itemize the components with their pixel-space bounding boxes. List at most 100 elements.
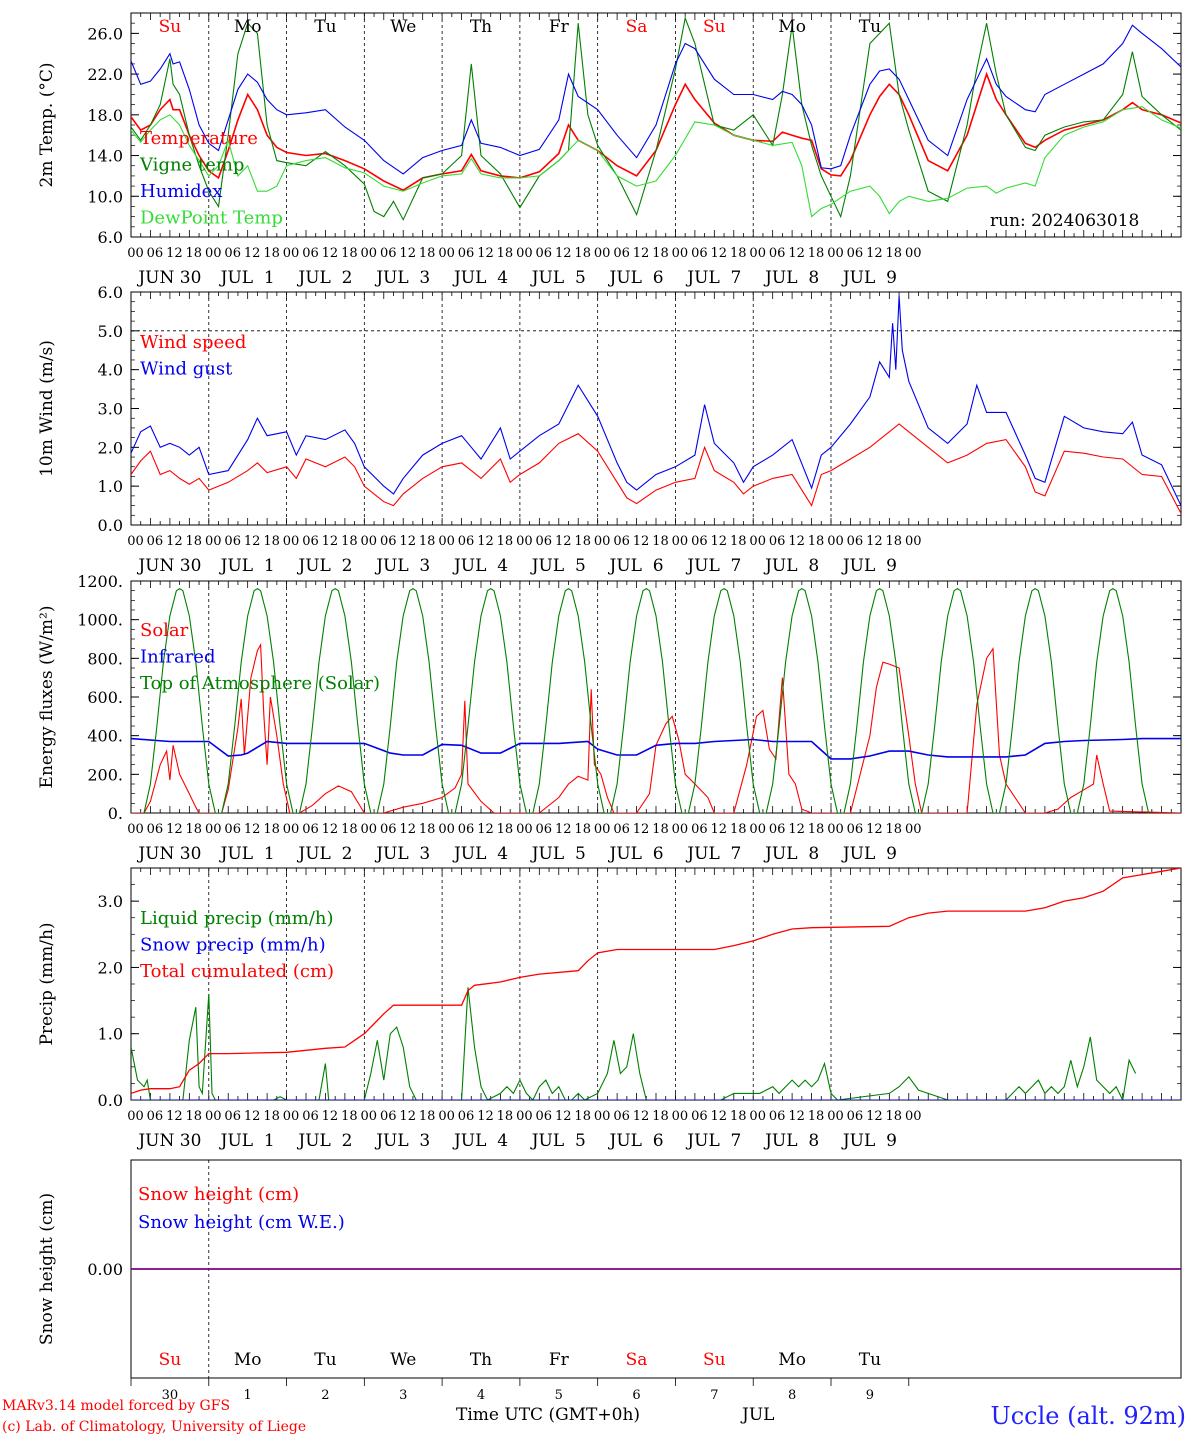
hour-tick-label: 18	[497, 534, 514, 549]
hour-tick-label: 00	[283, 246, 300, 261]
panel-3: 0. 200. 400. 600. 800. 1000. 1200. Energy fluxe…	[37, 572, 1182, 864]
hour-tick-label: 12	[788, 822, 805, 837]
hour-tick-label: 12	[788, 1109, 805, 1124]
y-tick-label: 0.0	[98, 1091, 123, 1110]
legend-entry: Solar	[140, 620, 189, 641]
hour-tick-label: 00	[438, 822, 455, 837]
hour-tick-label: 18	[341, 822, 358, 837]
hour-tick-label: 18	[186, 1109, 203, 1124]
hour-tick-label: 12	[866, 822, 883, 837]
hour-tick-label: 12	[866, 1109, 883, 1124]
hour-tick-label: 12	[322, 1109, 339, 1124]
hour-tick-label: 06	[536, 246, 553, 261]
date-label: JUL 8	[763, 1131, 819, 1151]
hour-tick-label: 00	[827, 1109, 844, 1124]
hour-tick-label: 06	[613, 246, 630, 261]
legend-entry: Total cumulated (cm)	[140, 961, 334, 982]
legend-entry: Top of Atmosphere (Solar)	[140, 673, 380, 694]
hour-tick-label: 00	[438, 534, 455, 549]
hour-tick-label: 06	[302, 822, 319, 837]
hour-tick-label: 18	[886, 822, 903, 837]
hour-tick-label: 06	[847, 246, 864, 261]
hour-tick-label: 00	[672, 534, 689, 549]
date-label: JUL 7	[685, 844, 741, 864]
model-credit: MARv3.14 model forced by GFS	[2, 1398, 231, 1414]
hour-tick-label: 06	[380, 822, 397, 837]
hour-tick-label: 12	[244, 534, 261, 549]
hour-tick-label: 06	[224, 534, 241, 549]
date-label: JUL 9	[841, 844, 897, 864]
hour-tick-label: 00	[516, 246, 533, 261]
hour-tick-label: 06	[302, 534, 319, 549]
hour-tick-label: 12	[866, 246, 883, 261]
day-number-label: 9	[866, 1388, 874, 1403]
hour-tick-label: 18	[574, 822, 591, 837]
date-label: JUL 5	[530, 1131, 586, 1151]
hour-tick-label: 18	[341, 1109, 358, 1124]
plot-frame	[130, 867, 1182, 1101]
hour-tick-label: 06	[769, 246, 786, 261]
hour-tick-label: 06	[847, 534, 864, 549]
y-tick-label: 1.0	[98, 1025, 123, 1044]
day-number-label: 5	[555, 1388, 563, 1403]
y-tick-label: 2.0	[98, 438, 123, 457]
y-tick-label: 26.0	[87, 24, 123, 43]
weekday-label: Mo	[234, 17, 262, 37]
hour-tick-label: 06	[147, 534, 164, 549]
hour-tick-label: 12	[322, 534, 339, 549]
hour-tick-label: 00	[361, 822, 378, 837]
hour-tick-label: 06	[769, 1109, 786, 1124]
hour-tick-label: 12	[244, 246, 261, 261]
day-number-label: 6	[632, 1388, 640, 1403]
hour-tick-label: 00	[749, 534, 766, 549]
series-line	[131, 24, 1181, 175]
y-tick-label: 22.0	[87, 65, 123, 84]
hour-tick-label: 00	[361, 246, 378, 261]
panel-4: 0.0 1.0 2.0 3.0 Precip (mm/h) Liquid precip (…	[37, 867, 1182, 1151]
legend-entry: Snow height (cm)	[138, 1184, 299, 1205]
y-tick-label: 14.0	[87, 147, 123, 166]
y-tick-label: 200.	[87, 765, 123, 784]
series-line	[131, 987, 1137, 1100]
date-label: JUL 7	[685, 556, 741, 576]
y-axis-label: Snow height (cm)	[37, 1193, 57, 1345]
series-line	[131, 642, 1181, 813]
day-number-label: 7	[710, 1388, 718, 1403]
hour-tick-label: 12	[711, 1109, 728, 1124]
hour-tick-label: 06	[536, 1109, 553, 1124]
hour-tick-label: 12	[166, 246, 183, 261]
copyright-credit: (c) Lab. of Climatology, University of L…	[2, 1419, 307, 1435]
date-label: JUL 8	[763, 844, 819, 864]
panel-1: 6.0 10.0 14.0 18.0 22.0 26.0 2m Temp. (°C) Temp…	[37, 12, 1182, 288]
weekday-label: Su	[703, 17, 726, 37]
y-tick-label: 0.	[108, 804, 123, 823]
weekday-label: Mo	[778, 1350, 806, 1370]
date-label: JUL 1	[219, 1131, 275, 1151]
hour-tick-label: 12	[477, 246, 494, 261]
y-tick-label: 1200.	[77, 572, 123, 591]
hour-tick-label: 00	[361, 534, 378, 549]
hour-tick-label: 18	[652, 534, 669, 549]
hour-tick-label: 06	[613, 534, 630, 549]
date-label: JUL 3	[374, 1131, 430, 1151]
y-axis-label: 10m Wind (m/s)	[37, 340, 57, 477]
hour-tick-label: 12	[166, 534, 183, 549]
y-tick-label: 10.0	[87, 187, 123, 206]
weekday-label: Fr	[549, 1350, 570, 1370]
hour-tick-label: 00	[283, 534, 300, 549]
hour-tick-label: 12	[244, 822, 261, 837]
hour-tick-label: 00	[594, 246, 611, 261]
day-number-label: 3	[399, 1388, 407, 1403]
hour-tick-label: 12	[477, 822, 494, 837]
legend-entry: Vigne temp	[139, 155, 244, 176]
date-label: JUL 3	[374, 268, 430, 288]
hour-tick-label: 12	[477, 1109, 494, 1124]
y-tick-label: 0.00	[87, 1260, 123, 1279]
y-tick-label: 1.0	[98, 477, 123, 496]
hour-tick-label: 00	[438, 246, 455, 261]
hour-tick-label: 06	[458, 534, 475, 549]
hour-tick-label: 06	[224, 1109, 241, 1124]
hour-tick-label: 00	[749, 822, 766, 837]
date-label: JUL 3	[374, 844, 430, 864]
hour-tick-label: 18	[730, 822, 747, 837]
